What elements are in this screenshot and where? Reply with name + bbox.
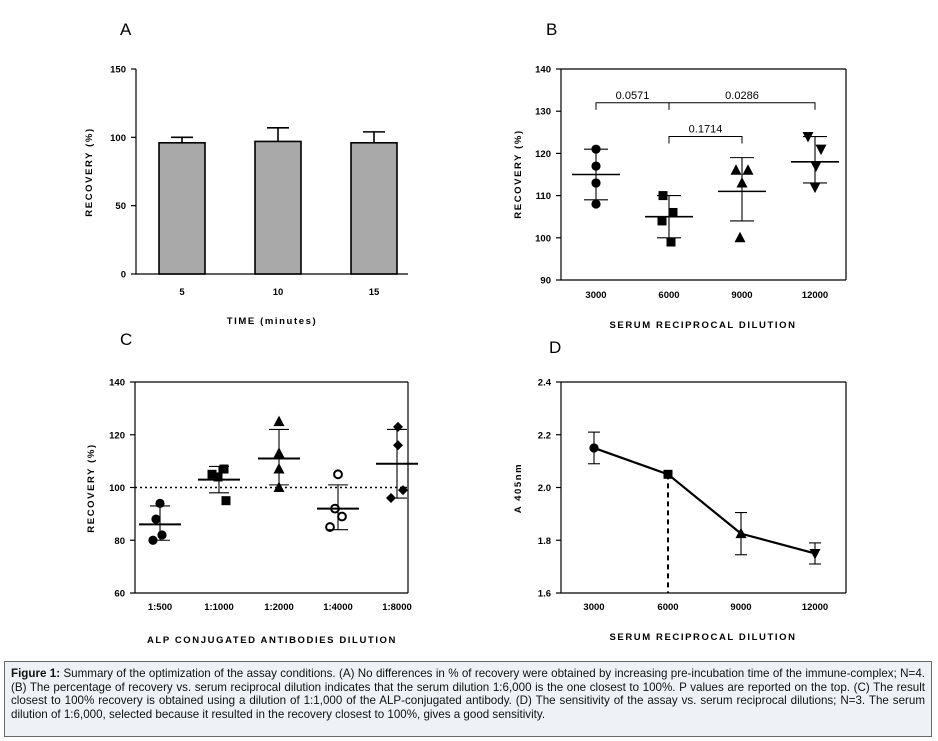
y-tick-label: 120 — [109, 430, 125, 441]
data-point — [157, 530, 167, 540]
y-tick-label: 2.4 — [538, 378, 552, 389]
data-point — [325, 522, 335, 532]
x-tick-label: 1:2000 — [264, 602, 294, 613]
y-tick-label: 100 — [535, 233, 551, 244]
significance-bracket — [595, 102, 670, 110]
y-tick-label: 140 — [535, 65, 551, 76]
data-point — [333, 469, 343, 480]
data-point — [734, 231, 746, 243]
y-tick-label: 50 — [115, 201, 126, 212]
data-point — [730, 164, 742, 175]
data-point — [207, 469, 217, 479]
x-axis-title: SERUM RECIPROCAL DILUTION — [609, 632, 796, 643]
data-point — [809, 548, 821, 560]
x-axis-title: SERUM RECIPROCAL DILUTION — [609, 320, 796, 331]
x-tick-label: 1:8000 — [382, 602, 412, 613]
y-tick-label: 2.0 — [538, 483, 551, 494]
y-tick-label: 130 — [535, 107, 551, 118]
data-point — [151, 514, 161, 524]
y-axis-title: RECOVERY (%) — [84, 127, 95, 216]
data-point — [273, 481, 285, 492]
x-tick-label: 5 — [179, 287, 185, 298]
data-point — [398, 485, 408, 496]
y-tick-label: 60 — [114, 589, 125, 600]
y-axis-title: RECOVERY (%) — [86, 443, 97, 532]
series-line — [593, 446, 816, 555]
caption-text: Summary of the optimization of the assay… — [11, 667, 925, 721]
x-tick-label: 1:500 — [148, 602, 172, 613]
y-tick-label: 2.2 — [538, 430, 551, 441]
data-point — [663, 469, 673, 479]
y-tick-label: 1.6 — [538, 589, 551, 600]
x-tick-label: 6000 — [657, 602, 678, 613]
caption-box: Figure 1: Summary of the optimization of… — [4, 661, 932, 737]
data-point — [591, 199, 601, 209]
p-value-label: 0.0571 — [616, 90, 650, 102]
data-point — [337, 511, 347, 522]
panel-letter: C — [120, 330, 132, 349]
data-point — [810, 161, 822, 173]
data-point — [273, 415, 285, 427]
y-tick-label: 1.8 — [538, 536, 551, 547]
x-axis-title: ALP CONJUGATED ANTIBODIES DILUTION — [147, 635, 397, 646]
y-tick-label: 0 — [121, 270, 126, 281]
data-point — [589, 443, 599, 453]
y-tick-label: 100 — [110, 133, 126, 144]
significance-bracket — [668, 136, 743, 144]
x-tick-label: 1:4000 — [323, 602, 353, 613]
p-value-label: 0.0286 — [725, 90, 759, 102]
y-tick-label: 120 — [535, 149, 551, 160]
panel-letter: B — [546, 20, 557, 39]
y-tick-label: 110 — [536, 191, 551, 202]
bar — [254, 140, 302, 275]
y-tick-label: 90 — [540, 276, 551, 287]
data-point — [393, 440, 403, 451]
y-tick-label: 100 — [109, 483, 125, 494]
x-tick-label: 10 — [273, 287, 284, 298]
bar — [158, 142, 206, 275]
data-point — [219, 464, 229, 474]
data-point — [393, 421, 403, 432]
panel-letter: A — [120, 20, 132, 39]
x-tick-label: 9000 — [731, 290, 752, 301]
x-tick-label: 9000 — [730, 602, 751, 613]
x-tick-label: 12000 — [802, 602, 828, 613]
y-tick-label: 140 — [109, 378, 125, 389]
bar — [350, 142, 398, 275]
x-tick-label: 3000 — [585, 290, 606, 301]
caption-label: Figure 1: — [11, 667, 61, 680]
panel-letter: D — [549, 338, 561, 357]
data-point — [809, 182, 821, 194]
data-point — [668, 207, 678, 217]
data-point — [657, 216, 667, 226]
x-tick-label: 12000 — [802, 290, 828, 301]
data-point — [221, 496, 231, 506]
y-tick-label: 80 — [114, 536, 125, 547]
data-point — [666, 237, 676, 247]
x-axis-title: TIME (minutes) — [227, 316, 317, 327]
x-tick-label: 3000 — [583, 602, 604, 613]
data-point — [735, 527, 747, 539]
y-axis-title: A 405nm — [513, 463, 524, 513]
y-tick-label: 150 — [110, 65, 126, 76]
y-axis-title: RECOVERY (%) — [513, 129, 524, 218]
data-point — [802, 132, 814, 143]
figure-canvas: A 0 50 100 150 5 10 15 TIME (minutes) RECOVERY (%… — [84, 20, 847, 646]
x-tick-label: 6000 — [658, 290, 679, 301]
figure-caption: Figure 1: Summary of the optimization of… — [11, 667, 925, 721]
significance-bracket — [668, 102, 816, 110]
x-tick-label: 15 — [369, 287, 380, 298]
p-value-label: 0.1714 — [689, 124, 723, 136]
data-point — [213, 472, 223, 482]
x-tick-label: 1:1000 — [204, 602, 234, 613]
data-point — [742, 164, 754, 175]
data-point — [815, 144, 827, 156]
